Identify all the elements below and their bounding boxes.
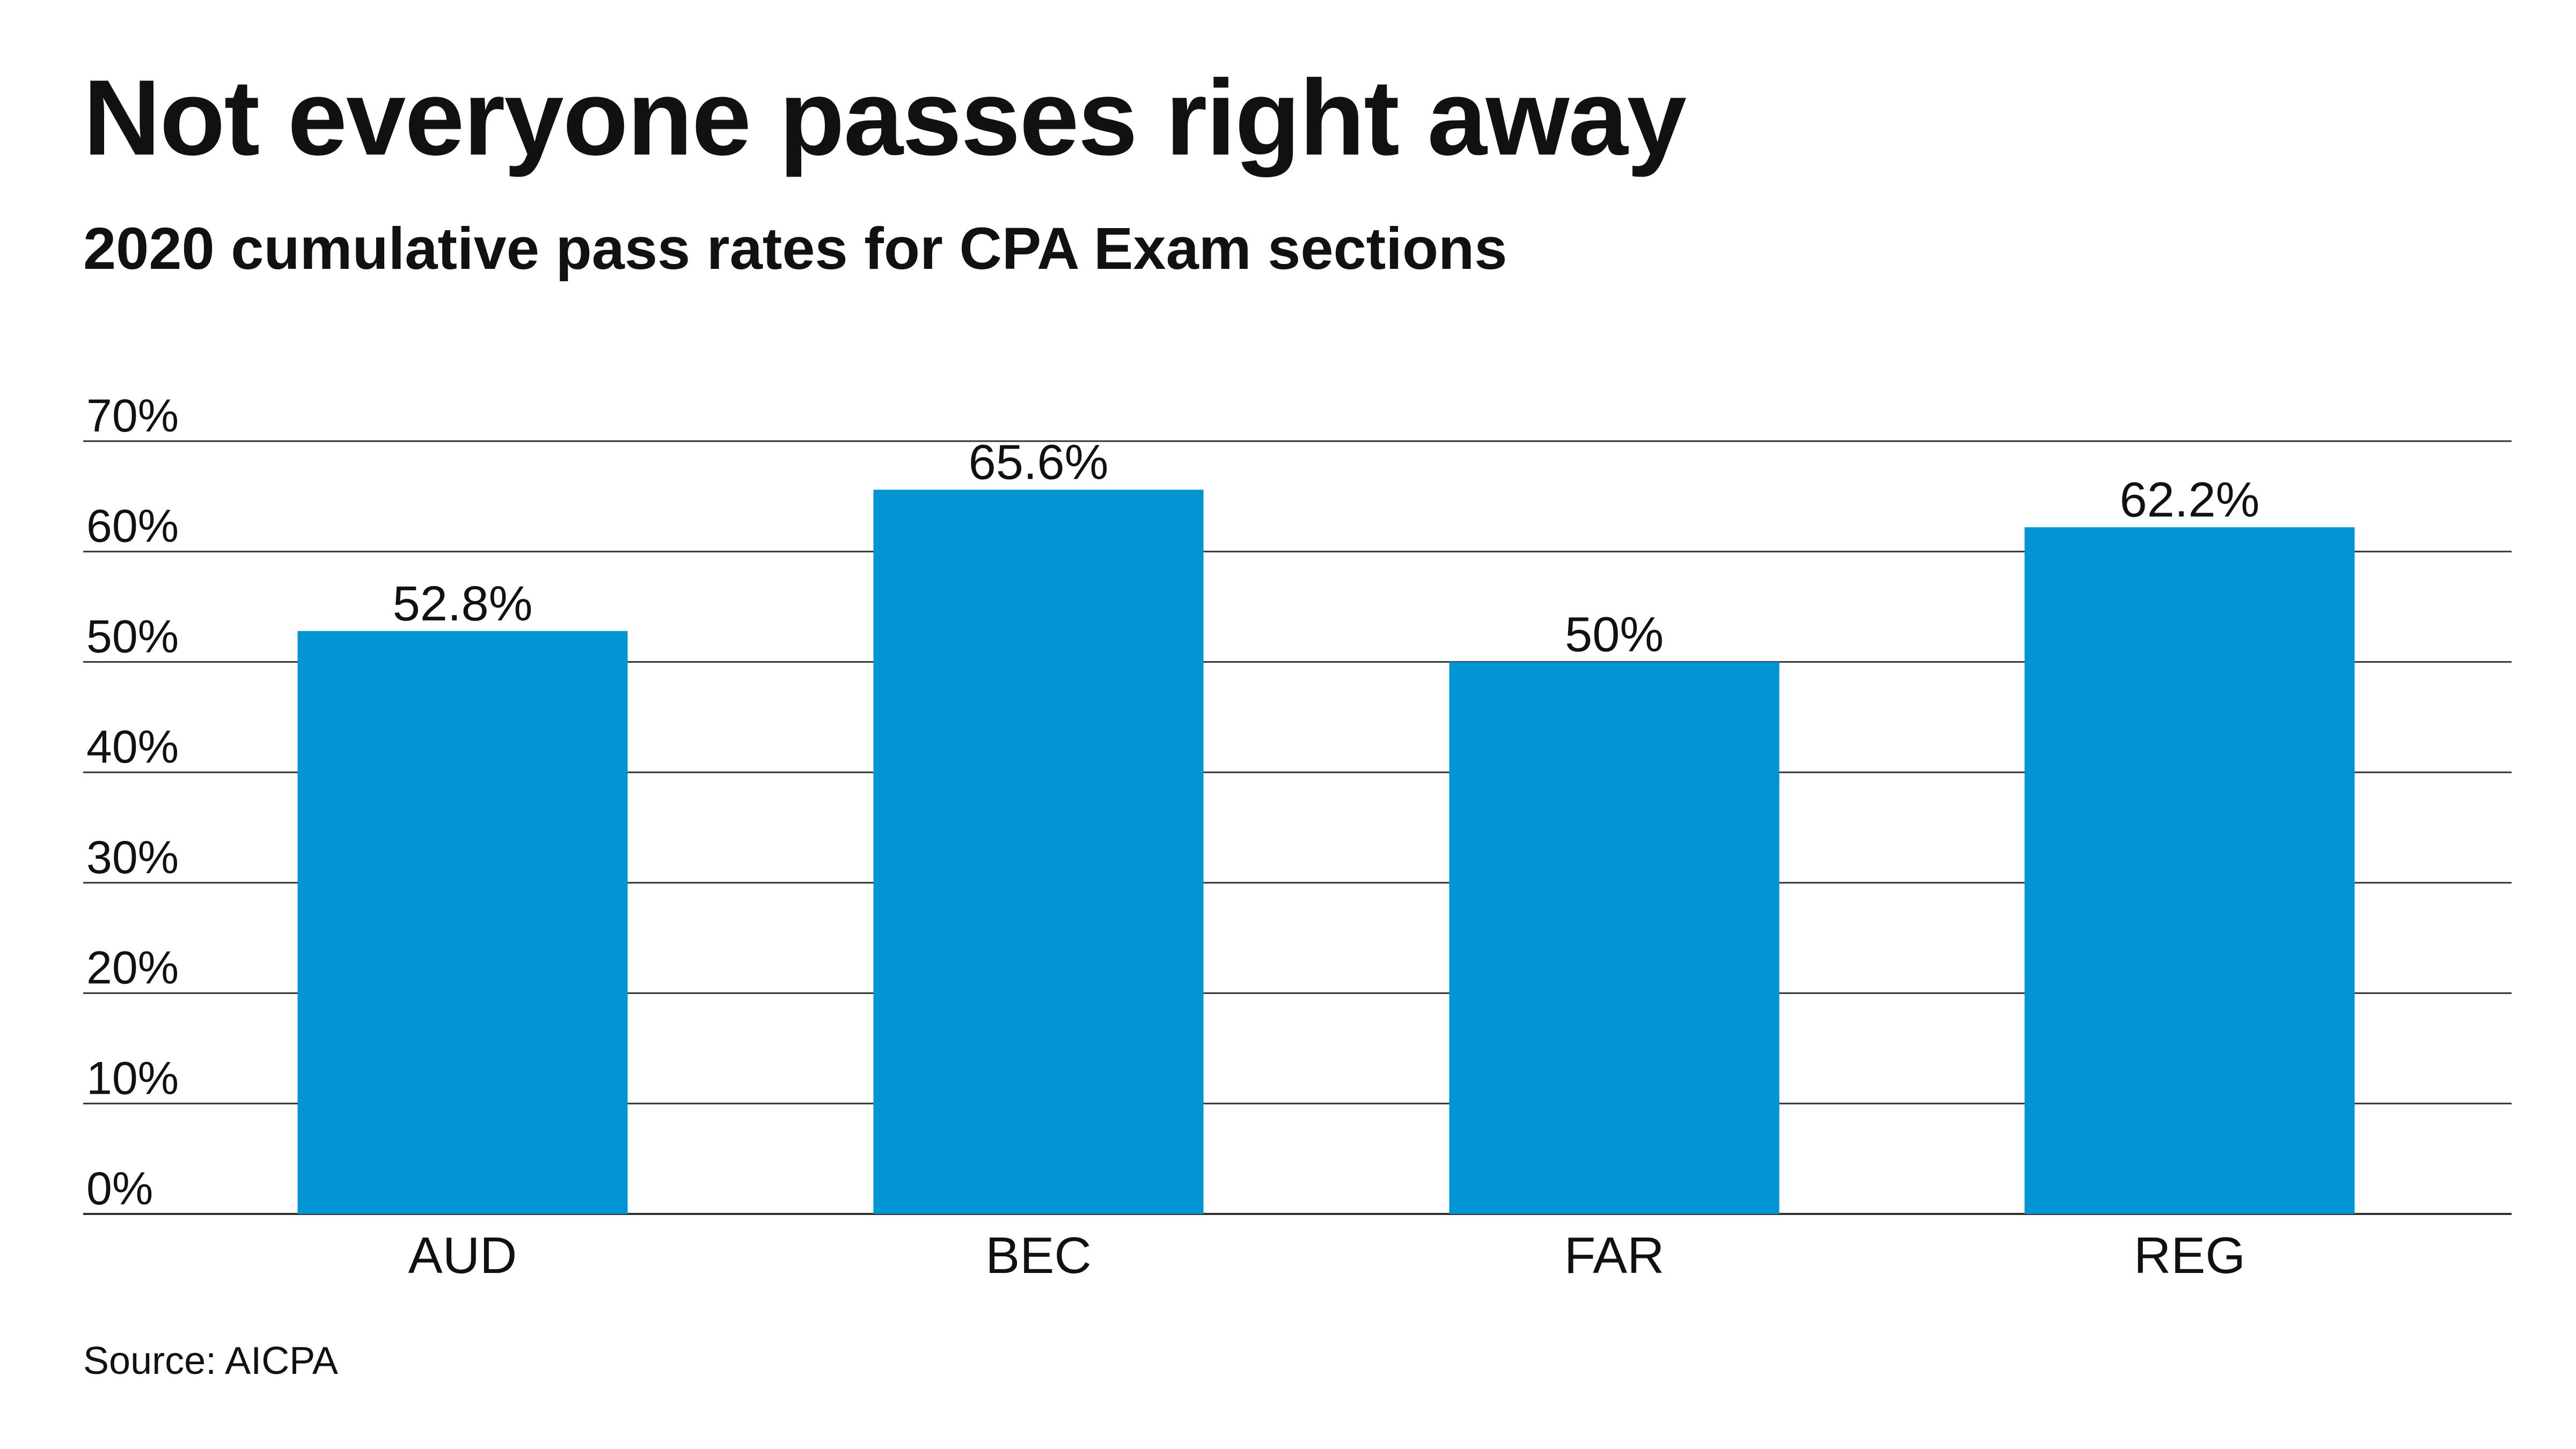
data-label-bec: 65.6% xyxy=(969,435,1109,490)
y-tick-label-30: 30% xyxy=(86,832,179,883)
category-label-aud: AUD xyxy=(408,1227,517,1284)
chart-subtitle: 2020 cumulative pass rates for CPA Exam … xyxy=(83,216,1507,282)
source-note: Source: AICPA xyxy=(83,1340,338,1382)
y-tick-label-20: 20% xyxy=(86,942,179,994)
bar-far xyxy=(1449,662,1780,1214)
category-labels: AUD BEC FAR REG xyxy=(408,1227,2245,1284)
y-tick-label-40: 40% xyxy=(86,721,179,773)
chart-title: Not everyone passes right away xyxy=(83,58,1687,178)
data-label-far: 50% xyxy=(1565,607,1664,662)
y-tick-label-70: 70% xyxy=(86,390,179,442)
y-tick-label-0: 0% xyxy=(86,1163,153,1214)
y-tick-label-10: 10% xyxy=(86,1052,179,1104)
y-tick-label-60: 60% xyxy=(86,501,179,552)
y-axis-ticks: 0% 10% 20% 30% 40% 50% 60% 70% xyxy=(86,390,179,1214)
category-label-far: FAR xyxy=(1564,1227,1665,1284)
data-label-aud: 52.8% xyxy=(393,576,533,631)
bars xyxy=(297,489,2355,1214)
category-label-reg: REG xyxy=(2134,1227,2245,1284)
data-labels: 52.8% 65.6% 50% 62.2% xyxy=(393,435,2260,662)
data-label-reg: 62.2% xyxy=(2120,472,2260,527)
bar-bec xyxy=(873,489,1204,1214)
category-label-bec: BEC xyxy=(985,1227,1091,1284)
bar-reg xyxy=(2024,527,2355,1214)
y-tick-label-50: 50% xyxy=(86,611,179,662)
bar-aud xyxy=(297,631,628,1214)
